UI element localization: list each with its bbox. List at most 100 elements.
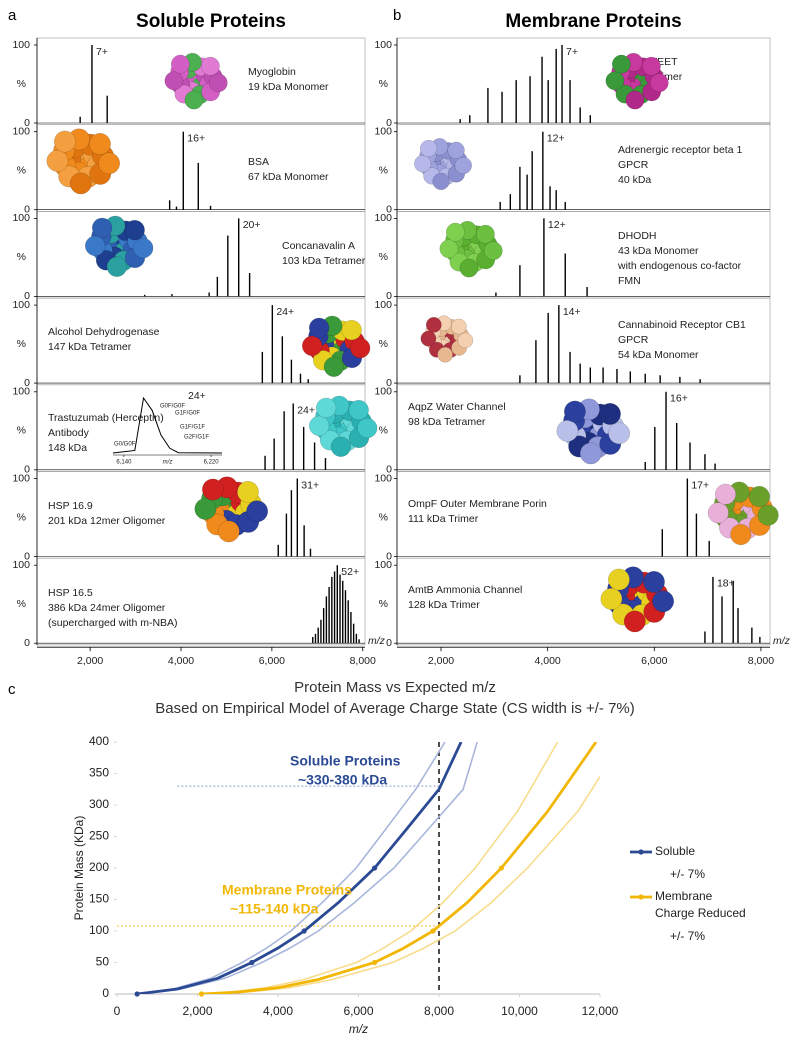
- charge-state-label: 12+: [547, 132, 565, 144]
- protein-description: HSP 16.9: [48, 500, 93, 512]
- panel-label: c: [8, 681, 16, 698]
- annotation: ~330-380 kDa: [298, 772, 387, 788]
- protein-blob: [341, 319, 362, 341]
- legend-marker: [638, 849, 644, 855]
- protein-blob: [605, 71, 625, 91]
- protein-description: with endogenous co-factor: [617, 260, 742, 272]
- protein-blob: [459, 258, 479, 278]
- x-axis-label: m/z: [368, 635, 386, 647]
- protein-blob: [330, 436, 351, 457]
- x-tick-label: 6,000: [259, 655, 285, 667]
- y-axis-label: Protein Mass (KDa): [72, 816, 86, 921]
- panel-label: b: [393, 7, 401, 24]
- charge-state-label: 7+: [96, 46, 108, 58]
- x-tick-label: 2,000: [182, 1004, 212, 1018]
- x-tick-label: 2,000: [77, 655, 103, 667]
- protein-description: AqpZ Water Channel: [408, 401, 506, 413]
- protein-blob: [600, 588, 623, 610]
- y-axis-label: %: [379, 598, 388, 610]
- protein-blob: [643, 571, 665, 593]
- protein-structure-image: [309, 395, 378, 457]
- protein-blob: [246, 500, 268, 523]
- charge-state-label: 17+: [691, 479, 709, 491]
- protein-description: OmpF Outer Membrane Porin: [408, 498, 547, 510]
- y-tick-label: 100: [374, 299, 392, 311]
- y-axis-label: %: [379, 78, 388, 90]
- protein-blob: [184, 90, 204, 110]
- glycoform-label: G1F/G0F: [175, 411, 200, 417]
- protein-blob: [124, 219, 145, 241]
- protein-blob: [348, 399, 369, 421]
- protein-description: GPCR: [618, 334, 649, 346]
- y-axis-label: %: [379, 511, 388, 523]
- x-axis-label: m/z: [773, 635, 791, 647]
- x-tick-label: 10,000: [501, 1004, 538, 1018]
- protein-blob: [69, 172, 92, 195]
- protein-structure-image: [600, 566, 674, 633]
- inset-charge-label: 24+: [188, 390, 206, 402]
- legend-marker: [638, 894, 644, 900]
- protein-blob: [556, 420, 579, 442]
- protein-blob: [46, 150, 69, 172]
- protein-structure-image: [420, 315, 474, 363]
- protein-description: Myoglobin: [248, 66, 296, 78]
- y-axis-label: %: [379, 425, 388, 437]
- x-tick-label: 2,000: [428, 655, 454, 667]
- y-axis-label: %: [17, 511, 26, 523]
- y-tick-label: 0: [24, 290, 30, 302]
- protein-description: 19 kDa Monomer: [248, 81, 329, 93]
- protein-blob: [748, 485, 770, 508]
- y-tick-label: 100: [12, 39, 30, 51]
- protein-blob: [564, 400, 586, 423]
- y-tick-label: 0: [386, 117, 392, 129]
- annotation: Soluble Proteins: [290, 753, 401, 769]
- protein-blob: [608, 568, 630, 591]
- protein-blob: [579, 442, 602, 465]
- x-tick-label: 8,000: [748, 655, 774, 667]
- legend-label: Charge Reduced: [655, 906, 746, 920]
- protein-blob: [414, 155, 432, 173]
- protein-blob: [757, 504, 779, 526]
- x-tick-label: 4,000: [168, 655, 194, 667]
- y-axis-label: %: [17, 425, 26, 437]
- series-marker: [372, 959, 378, 966]
- protein-blob: [164, 71, 184, 91]
- y-axis-label: %: [17, 598, 26, 610]
- protein-blob: [642, 56, 661, 76]
- y-tick-label: 100: [12, 125, 30, 137]
- protein-structure-image: [46, 128, 120, 195]
- y-tick-label: 0: [24, 377, 30, 389]
- protein-structure-image: [194, 476, 268, 543]
- y-tick-label: 100: [12, 212, 30, 224]
- protein-description: 148 kDa: [48, 442, 87, 454]
- protein-blob: [89, 133, 111, 155]
- protein-blob: [608, 422, 630, 445]
- x-tick-label: 0: [114, 1004, 121, 1018]
- protein-blob: [92, 217, 113, 238]
- protein-description: FMN: [618, 275, 641, 287]
- protein-blob: [419, 139, 438, 158]
- y-tick-label: 250: [89, 829, 109, 843]
- y-axis-label: %: [379, 251, 388, 263]
- glycoform-label: G1F/G1F: [180, 425, 205, 431]
- protein-blob: [425, 316, 442, 333]
- y-tick-label: 100: [89, 923, 109, 937]
- protein-description: BSA: [248, 156, 269, 168]
- protein-structure-image: [707, 481, 779, 546]
- protein-description: DHODH: [618, 230, 657, 242]
- y-tick-label: 100: [12, 472, 30, 484]
- protein-structure-image: [439, 220, 503, 278]
- protein-description: AmtB Ammonia Channel: [408, 584, 522, 596]
- glycoform-label: G0F/G0F: [160, 404, 185, 410]
- protein-blob: [611, 54, 631, 74]
- protein-description: 67 kDa Monomer: [248, 171, 329, 183]
- protein-structure-image: [605, 52, 669, 110]
- protein-blob: [208, 73, 228, 93]
- protein-blob: [450, 318, 467, 335]
- band-line: [137, 742, 478, 994]
- protein-structure-image: [556, 398, 630, 465]
- protein-description: 43 kDa Monomer: [618, 245, 699, 257]
- y-tick-label: 100: [374, 125, 392, 137]
- inset-x-tick-label: 6,140: [116, 460, 132, 466]
